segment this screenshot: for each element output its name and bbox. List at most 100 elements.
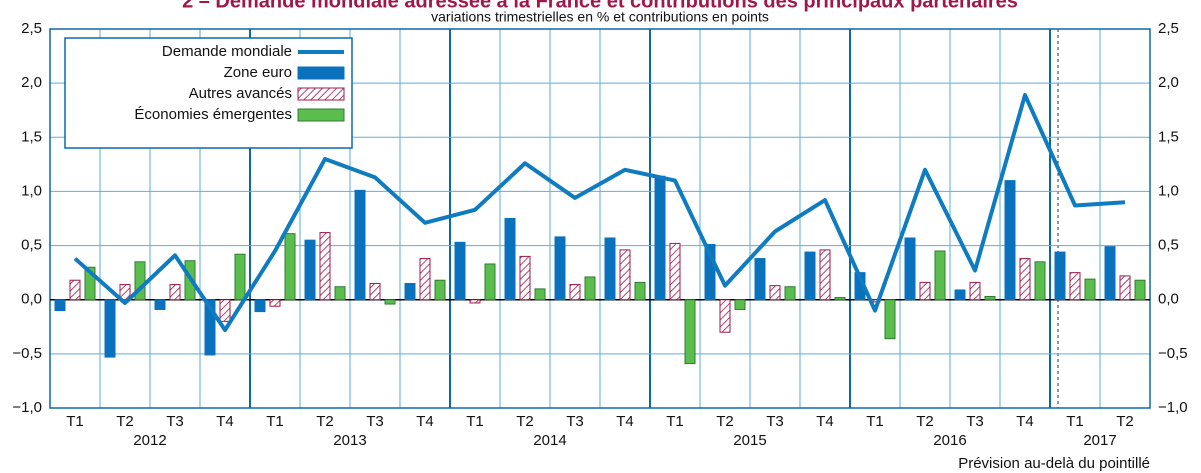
year-label: 2013 <box>333 432 366 449</box>
bar <box>634 281 646 301</box>
bar <box>69 279 81 301</box>
x-tick-label: T1 <box>1066 413 1084 430</box>
y-tick-label: −0,5 <box>12 345 42 362</box>
year-label: 2014 <box>533 432 566 449</box>
bar <box>1069 272 1081 301</box>
x-tick-label: T4 <box>616 413 634 430</box>
bar <box>254 299 266 313</box>
legend-swatch <box>297 108 345 122</box>
x-tick-label: T2 <box>516 413 534 430</box>
x-tick-label: T4 <box>816 413 834 430</box>
chart-subtitle: variations trimestrielles en % et contri… <box>431 9 769 25</box>
x-tick-label: T4 <box>1016 413 1034 430</box>
bar <box>554 236 566 301</box>
bar <box>1034 261 1046 301</box>
bar <box>1119 275 1131 301</box>
bar <box>304 239 316 301</box>
bar <box>684 299 696 365</box>
bar <box>804 251 816 301</box>
bar <box>504 218 516 301</box>
y-tick-label: 0,0 <box>21 291 42 308</box>
bar <box>1134 279 1146 301</box>
bar <box>984 295 996 301</box>
bar <box>1019 258 1031 301</box>
bar <box>354 189 366 301</box>
bar <box>904 237 916 301</box>
bar <box>204 299 216 356</box>
bar <box>169 284 181 301</box>
x-tick-label: T3 <box>966 413 984 430</box>
y-tick-label: 1,5 <box>21 128 42 145</box>
bar <box>654 175 666 301</box>
y-tick-label: −1,0 <box>12 399 42 416</box>
x-tick-label: T4 <box>416 413 434 430</box>
bar <box>1104 246 1116 301</box>
bar <box>484 263 496 301</box>
year-label: 2017 <box>1083 432 1116 449</box>
bar <box>84 266 96 301</box>
y2-tick-label: −0,5 <box>1158 345 1188 362</box>
x-tick-label: T1 <box>66 413 84 430</box>
annotation: Prévision au-delà du pointillé <box>958 455 1150 472</box>
bar <box>454 241 466 301</box>
x-tick-label: T3 <box>766 413 784 430</box>
y2-tick-label: 1,0 <box>1158 182 1179 199</box>
x-tick-label: T3 <box>366 413 384 430</box>
bar <box>104 299 116 358</box>
bar <box>734 299 746 310</box>
bar <box>284 233 296 301</box>
bar <box>604 237 616 301</box>
bar <box>919 281 931 301</box>
chart-title: 2 – Demande mondiale adressée à la Franc… <box>182 0 1018 12</box>
bar <box>969 281 981 301</box>
bar <box>784 286 796 301</box>
x-tick-label: T2 <box>316 413 334 430</box>
bar <box>404 282 416 301</box>
bar <box>934 250 946 301</box>
x-tick-label: T2 <box>1116 413 1134 430</box>
bar <box>754 258 766 301</box>
legend-swatch <box>297 66 345 80</box>
y2-tick-label: 0,0 <box>1158 291 1179 308</box>
bar <box>434 279 446 301</box>
legend-label: Économies émergentes <box>134 106 292 123</box>
year-label: 2016 <box>933 432 966 449</box>
bar <box>1004 180 1016 301</box>
legend-label: Autres avancés <box>189 85 292 102</box>
bar <box>269 299 281 307</box>
x-tick-label: T1 <box>266 413 284 430</box>
bar <box>719 299 731 333</box>
x-tick-label: T3 <box>566 413 584 430</box>
year-label: 2012 <box>133 432 166 449</box>
bar <box>234 253 246 301</box>
year-label: 2015 <box>733 432 766 449</box>
plot-frame <box>49 28 1151 409</box>
bar <box>54 299 66 312</box>
y2-tick-label: 1,5 <box>1158 128 1179 145</box>
bar <box>534 288 546 301</box>
bar <box>884 299 896 340</box>
bar <box>819 249 831 301</box>
y2-tick-label: 0,5 <box>1158 237 1179 254</box>
bar <box>584 276 596 301</box>
bar <box>769 285 781 301</box>
y-tick-label: 0,5 <box>21 237 42 254</box>
bar <box>834 297 846 301</box>
bar <box>1054 251 1066 301</box>
bar <box>669 242 681 301</box>
x-tick-label: T4 <box>216 413 234 430</box>
bar <box>1084 278 1096 301</box>
bar <box>154 299 166 310</box>
bar <box>954 289 966 301</box>
x-tick-label: T2 <box>716 413 734 430</box>
legend-swatch <box>297 87 345 101</box>
bar <box>369 282 381 301</box>
bar <box>619 249 631 301</box>
y2-tick-label: −1,0 <box>1158 399 1188 416</box>
y2-tick-label: 2,0 <box>1158 74 1179 91</box>
bar <box>119 284 131 301</box>
bar <box>219 299 231 322</box>
bar <box>569 284 581 301</box>
y-tick-label: 1,0 <box>21 182 42 199</box>
